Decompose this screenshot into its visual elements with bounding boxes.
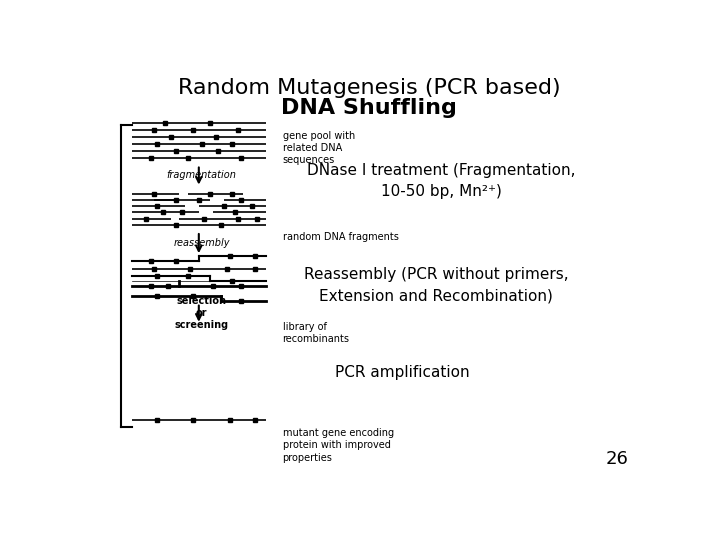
Text: Random Mutagenesis (PCR based): Random Mutagenesis (PCR based) — [178, 78, 560, 98]
Text: reassembly: reassembly — [174, 238, 230, 248]
Text: fragmentation: fragmentation — [166, 171, 237, 180]
Text: DNA Shuffling: DNA Shuffling — [281, 98, 457, 118]
Text: PCR amplification: PCR amplification — [336, 365, 469, 380]
Text: library of
recombinants: library of recombinants — [282, 322, 349, 344]
Text: mutant gene encoding
protein with improved
properties: mutant gene encoding protein with improv… — [282, 428, 394, 463]
Text: selection
or
screening: selection or screening — [174, 296, 229, 329]
Text: random DNA fragments: random DNA fragments — [282, 232, 398, 242]
Text: gene pool with
related DNA
sequences: gene pool with related DNA sequences — [282, 131, 355, 165]
Text: DNase I treatment (Fragmentation,
10-50 bp, Mn²⁺): DNase I treatment (Fragmentation, 10-50 … — [307, 163, 576, 199]
Text: Reassembly (PCR without primers,
Extension and Recombination): Reassembly (PCR without primers, Extensi… — [304, 267, 568, 303]
Text: 26: 26 — [606, 450, 629, 468]
